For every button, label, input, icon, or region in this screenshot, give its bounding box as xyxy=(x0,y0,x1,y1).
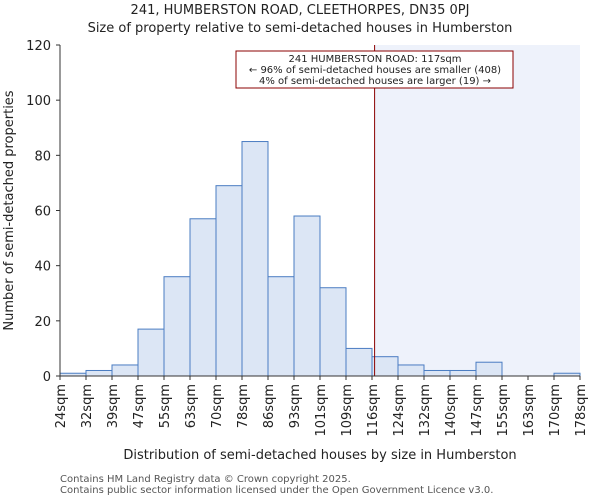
x-tick-label: 116sqm xyxy=(366,384,381,437)
x-tick-label: 132sqm xyxy=(418,384,433,437)
x-tick-label: 170sqm xyxy=(548,384,563,437)
chart-subtitle: Size of property relative to semi-detach… xyxy=(87,21,513,36)
bar-140sqm xyxy=(449,369,477,377)
x-tick-label: 32sqm xyxy=(80,384,95,428)
y-tick-label: 20 xyxy=(34,315,51,330)
y-axis-label: Number of semi-detached properties xyxy=(2,90,17,330)
y-tick-label: 100 xyxy=(26,94,51,109)
annotation-box xyxy=(235,50,514,89)
x-tick-label: 109sqm xyxy=(340,384,355,437)
x-tick-label: 24sqm xyxy=(54,384,69,428)
highlight-region xyxy=(374,45,580,376)
x-tick-label: 101sqm xyxy=(314,384,329,437)
bar-86sqm xyxy=(267,276,295,377)
y-tick-label: 120 xyxy=(26,39,51,54)
y-tick-label: 80 xyxy=(34,149,51,164)
y-tick-label: 0 xyxy=(43,370,51,385)
bar-93sqm xyxy=(293,215,321,377)
bar-55sqm xyxy=(163,276,191,377)
x-tick-label: 155sqm xyxy=(496,384,511,437)
bar-124sqm xyxy=(397,364,425,377)
bar-32sqm xyxy=(85,369,113,377)
x-tick-label: 163sqm xyxy=(522,384,537,437)
bar-116sqm xyxy=(371,356,399,377)
x-tick-label: 39sqm xyxy=(106,384,121,428)
bar-109sqm xyxy=(345,347,373,377)
footer-copyright: Contains HM Land Registry data © Crown c… xyxy=(60,474,351,485)
bar-39sqm xyxy=(111,364,139,377)
x-tick-label: 140sqm xyxy=(444,384,459,437)
x-tick-label: 178sqm xyxy=(574,384,589,437)
bar-101sqm xyxy=(319,287,347,377)
x-tick-label: 78sqm xyxy=(236,384,251,428)
annotation-line-2: ← 96% of semi-detached houses are smalle… xyxy=(249,65,501,76)
annotation-line-3: 4% of semi-detached houses are larger (1… xyxy=(259,76,491,87)
x-tick-label: 63sqm xyxy=(184,384,199,428)
bar-147sqm xyxy=(475,361,503,377)
y-tick-label: 60 xyxy=(34,205,51,220)
footer-licence: Contains public sector information licen… xyxy=(60,485,494,496)
histogram-chart: 0 20 40 60 80 100 120 24sqm 32sqm 39sqm 47sqm 55sqm… xyxy=(2,39,589,463)
annotation-line-1: 241 HUMBERSTON ROAD: 117sqm xyxy=(289,54,462,65)
bar-70sqm xyxy=(215,185,243,377)
x-tick-label: 124sqm xyxy=(392,384,407,437)
x-tick-label: 47sqm xyxy=(132,384,147,428)
x-tick-label: 93sqm xyxy=(288,384,303,428)
bar-47sqm xyxy=(137,328,165,377)
x-tick-label: 55sqm xyxy=(158,384,173,428)
chart-title: 241, HUMBERSTON ROAD, CLEETHORPES, DN35 … xyxy=(130,3,470,18)
x-tick-label: 147sqm xyxy=(470,384,485,437)
bar-78sqm xyxy=(241,141,269,377)
x-tick-label: 86sqm xyxy=(262,384,277,428)
x-tick-label: 70sqm xyxy=(210,384,225,428)
marker-annotation: 241 HUMBERSTON ROAD: 117sqm ← 96% of sem… xyxy=(235,50,514,89)
y-tick-label: 40 xyxy=(34,260,51,275)
bar-132sqm xyxy=(423,369,451,377)
x-axis-label: Distribution of semi-detached houses by … xyxy=(123,448,516,463)
bar-63sqm xyxy=(189,218,217,377)
